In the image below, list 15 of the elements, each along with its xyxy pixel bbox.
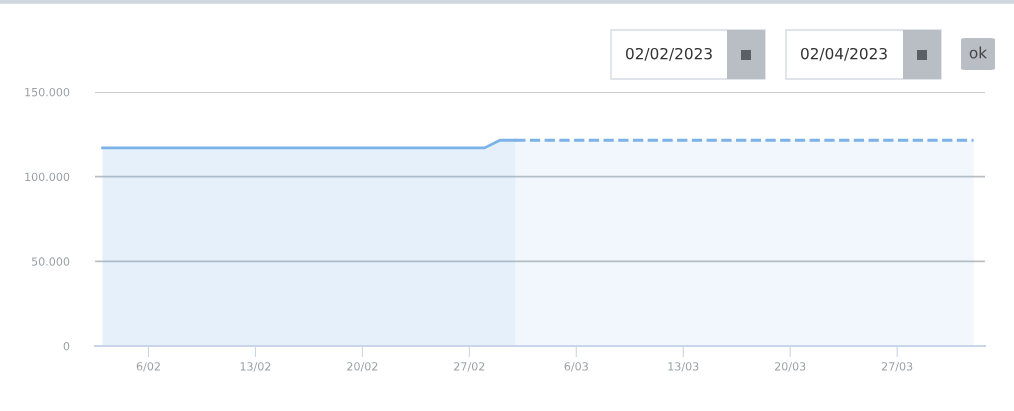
text: 02/04/2023 [801,47,887,61]
text: 02/02/2023 [626,47,712,61]
text: ok [969,46,988,59]
x-tick-label: 6/02 [136,362,160,372]
x-tick-label: 27/02 [454,362,485,372]
x-tick-label: 6/03 [564,362,588,372]
y-tick-label: 50.000 [31,257,70,266]
x-tick-label: 13/03 [668,362,699,372]
y-tick-label: 0 [63,341,70,351]
x-tick-label: 20/02 [347,362,378,372]
y-tick-label: 150.000 [25,87,70,97]
y-tick-label: 100.000 [25,172,70,182]
x-tick-label: 13/02 [240,362,271,372]
x-tick-label: 20/03 [775,362,806,372]
x-tick-label: 27/03 [881,362,913,372]
